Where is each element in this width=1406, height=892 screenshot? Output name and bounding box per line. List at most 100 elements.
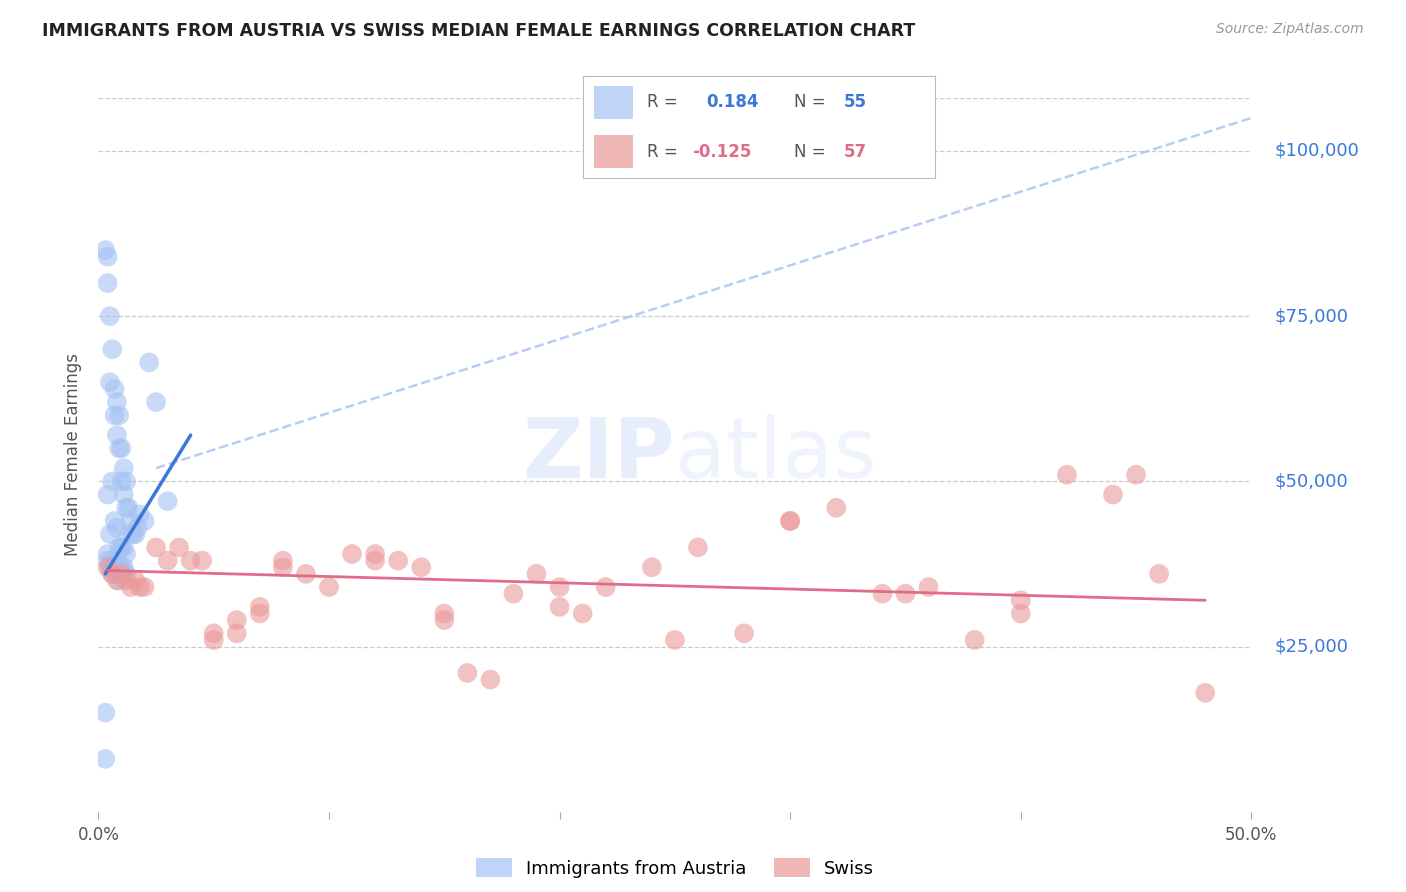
Point bbox=[97, 560, 120, 574]
Point bbox=[108, 541, 131, 555]
Text: N =: N = bbox=[794, 94, 831, 112]
Point bbox=[340, 547, 363, 561]
Point bbox=[98, 560, 121, 574]
Point bbox=[502, 587, 524, 601]
Point bbox=[108, 409, 131, 423]
Point bbox=[105, 520, 128, 534]
Point bbox=[145, 541, 167, 555]
Point bbox=[124, 574, 146, 588]
Text: 55: 55 bbox=[844, 94, 866, 112]
Point bbox=[872, 587, 894, 601]
Point bbox=[129, 508, 152, 522]
Point bbox=[98, 527, 121, 541]
Point bbox=[103, 560, 125, 574]
Point bbox=[94, 752, 117, 766]
Point bbox=[1056, 467, 1078, 482]
Text: IMMIGRANTS FROM AUSTRIA VS SWISS MEDIAN FEMALE EARNINGS CORRELATION CHART: IMMIGRANTS FROM AUSTRIA VS SWISS MEDIAN … bbox=[42, 22, 915, 40]
Point bbox=[571, 607, 593, 621]
Point bbox=[115, 574, 138, 588]
Point bbox=[134, 514, 156, 528]
Text: Source: ZipAtlas.com: Source: ZipAtlas.com bbox=[1216, 22, 1364, 37]
Point bbox=[271, 560, 294, 574]
Point bbox=[110, 560, 132, 574]
Point bbox=[202, 632, 225, 647]
Point bbox=[108, 574, 131, 588]
Point bbox=[127, 520, 149, 534]
Legend: Immigrants from Austria, Swiss: Immigrants from Austria, Swiss bbox=[468, 851, 882, 885]
Point bbox=[110, 442, 132, 456]
Point bbox=[117, 500, 139, 515]
Point bbox=[115, 566, 138, 581]
Text: 57: 57 bbox=[844, 143, 866, 161]
Point bbox=[98, 560, 121, 574]
Point bbox=[97, 276, 120, 290]
Text: $25,000: $25,000 bbox=[1274, 638, 1348, 656]
Point bbox=[110, 541, 132, 555]
Point bbox=[122, 527, 145, 541]
Point bbox=[1010, 607, 1032, 621]
Point bbox=[112, 461, 135, 475]
Text: $50,000: $50,000 bbox=[1274, 473, 1348, 491]
Point bbox=[595, 580, 617, 594]
Point bbox=[97, 250, 120, 264]
Point bbox=[249, 607, 271, 621]
Point bbox=[94, 243, 117, 257]
Point bbox=[1125, 467, 1147, 482]
Point bbox=[105, 395, 128, 409]
Point bbox=[103, 514, 125, 528]
Text: -0.125: -0.125 bbox=[693, 143, 752, 161]
Point bbox=[98, 376, 121, 390]
Bar bbox=[593, 136, 633, 168]
Point bbox=[411, 560, 433, 574]
Bar bbox=[593, 87, 633, 119]
Point bbox=[145, 395, 167, 409]
Point bbox=[1010, 593, 1032, 607]
Point bbox=[101, 566, 124, 581]
Point bbox=[112, 487, 135, 501]
Text: 0.184: 0.184 bbox=[707, 94, 759, 112]
Point bbox=[779, 514, 801, 528]
Point bbox=[101, 342, 124, 356]
Point bbox=[101, 554, 124, 568]
Point bbox=[225, 613, 247, 627]
Point bbox=[115, 500, 138, 515]
Point bbox=[191, 554, 214, 568]
Point bbox=[225, 626, 247, 640]
Text: R =: R = bbox=[647, 143, 683, 161]
Point bbox=[167, 541, 190, 555]
Point bbox=[156, 554, 179, 568]
Point bbox=[115, 475, 138, 489]
Point bbox=[202, 626, 225, 640]
Text: atlas: atlas bbox=[675, 415, 876, 495]
Point bbox=[103, 409, 125, 423]
Point bbox=[180, 554, 202, 568]
Text: N =: N = bbox=[794, 143, 831, 161]
Point bbox=[97, 554, 120, 568]
Point bbox=[108, 442, 131, 456]
Point bbox=[134, 580, 156, 594]
Point bbox=[456, 665, 478, 680]
Point bbox=[963, 632, 986, 647]
Point bbox=[110, 475, 132, 489]
Point bbox=[103, 382, 125, 396]
Point bbox=[105, 428, 128, 442]
Y-axis label: Median Female Earnings: Median Female Earnings bbox=[65, 353, 83, 557]
Point bbox=[115, 547, 138, 561]
Point bbox=[101, 566, 124, 581]
Point bbox=[779, 514, 801, 528]
Point bbox=[917, 580, 939, 594]
Point bbox=[129, 580, 152, 594]
Point bbox=[433, 607, 456, 621]
Point bbox=[110, 566, 132, 581]
Point bbox=[138, 355, 160, 369]
Point bbox=[526, 566, 548, 581]
Point bbox=[103, 560, 125, 574]
Point bbox=[318, 580, 340, 594]
Point bbox=[364, 547, 387, 561]
Point bbox=[1194, 686, 1216, 700]
Text: $100,000: $100,000 bbox=[1274, 142, 1360, 160]
Point bbox=[101, 475, 124, 489]
Point bbox=[641, 560, 664, 574]
Point bbox=[686, 541, 709, 555]
Point bbox=[479, 673, 502, 687]
